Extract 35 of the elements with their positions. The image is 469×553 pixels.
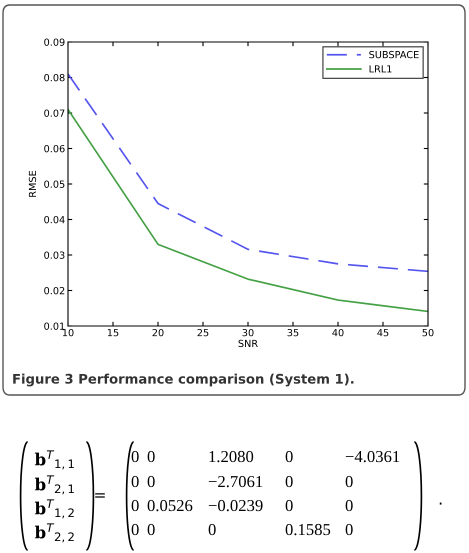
text: b$^{T}$$_{1,1}$ bbox=[34, 450, 74, 470]
y-tick-label: 0.05 bbox=[44, 180, 64, 188]
text: 0 0 −2.7061 0 0 bbox=[132, 476, 353, 488]
legend-label: LRL1 bbox=[370, 65, 392, 72]
y-tick-label: 0.06 bbox=[44, 144, 65, 152]
legend-label: SUBSPACE bbox=[369, 50, 419, 58]
text: = bbox=[95, 493, 105, 498]
x-axis-title: SNR bbox=[238, 340, 258, 348]
x-tick-label: 50 bbox=[422, 328, 434, 336]
text: b$^{T}$$_{1,2}$ bbox=[34, 499, 74, 518]
text: b$^{T}$$_{2,2}$ bbox=[34, 523, 74, 542]
x-tick-label: 10 bbox=[62, 328, 74, 336]
text: 0 0 1.2080 0 −4.0361 bbox=[132, 450, 400, 462]
x-tick-label: 15 bbox=[108, 329, 118, 336]
x-tick-label: 45 bbox=[377, 329, 388, 336]
y-tick-label: 0.09 bbox=[44, 38, 65, 46]
text: 0 0 0 0.1585 0 bbox=[132, 524, 353, 536]
x-tick-label: 20 bbox=[152, 328, 164, 336]
y-tick-label: 0.03 bbox=[44, 251, 64, 259]
x-tick-label: 25 bbox=[198, 328, 208, 336]
y-tick-label: 0.02 bbox=[44, 286, 64, 294]
x-tick-label: 40 bbox=[332, 328, 344, 336]
y-tick-label: 0.08 bbox=[44, 74, 65, 82]
y-tick-label: 0.07 bbox=[44, 109, 64, 117]
text: . bbox=[440, 502, 442, 505]
line-series bbox=[68, 73, 428, 272]
text: b$^{T}$$_{2,1}$ bbox=[34, 475, 74, 494]
y-axis-title: RMSE bbox=[28, 170, 36, 197]
y-tick-label: 0.01 bbox=[44, 322, 64, 330]
text: 0 0.0526 −0.0239 0 0 bbox=[132, 500, 353, 512]
x-tick-label: 30 bbox=[242, 328, 254, 336]
x-tick-label: 35 bbox=[288, 328, 298, 336]
line-series bbox=[68, 108, 428, 312]
y-tick-label: 0.04 bbox=[44, 216, 65, 224]
caption: Figure 3 Performance comparison (System 1). bbox=[13, 374, 354, 386]
